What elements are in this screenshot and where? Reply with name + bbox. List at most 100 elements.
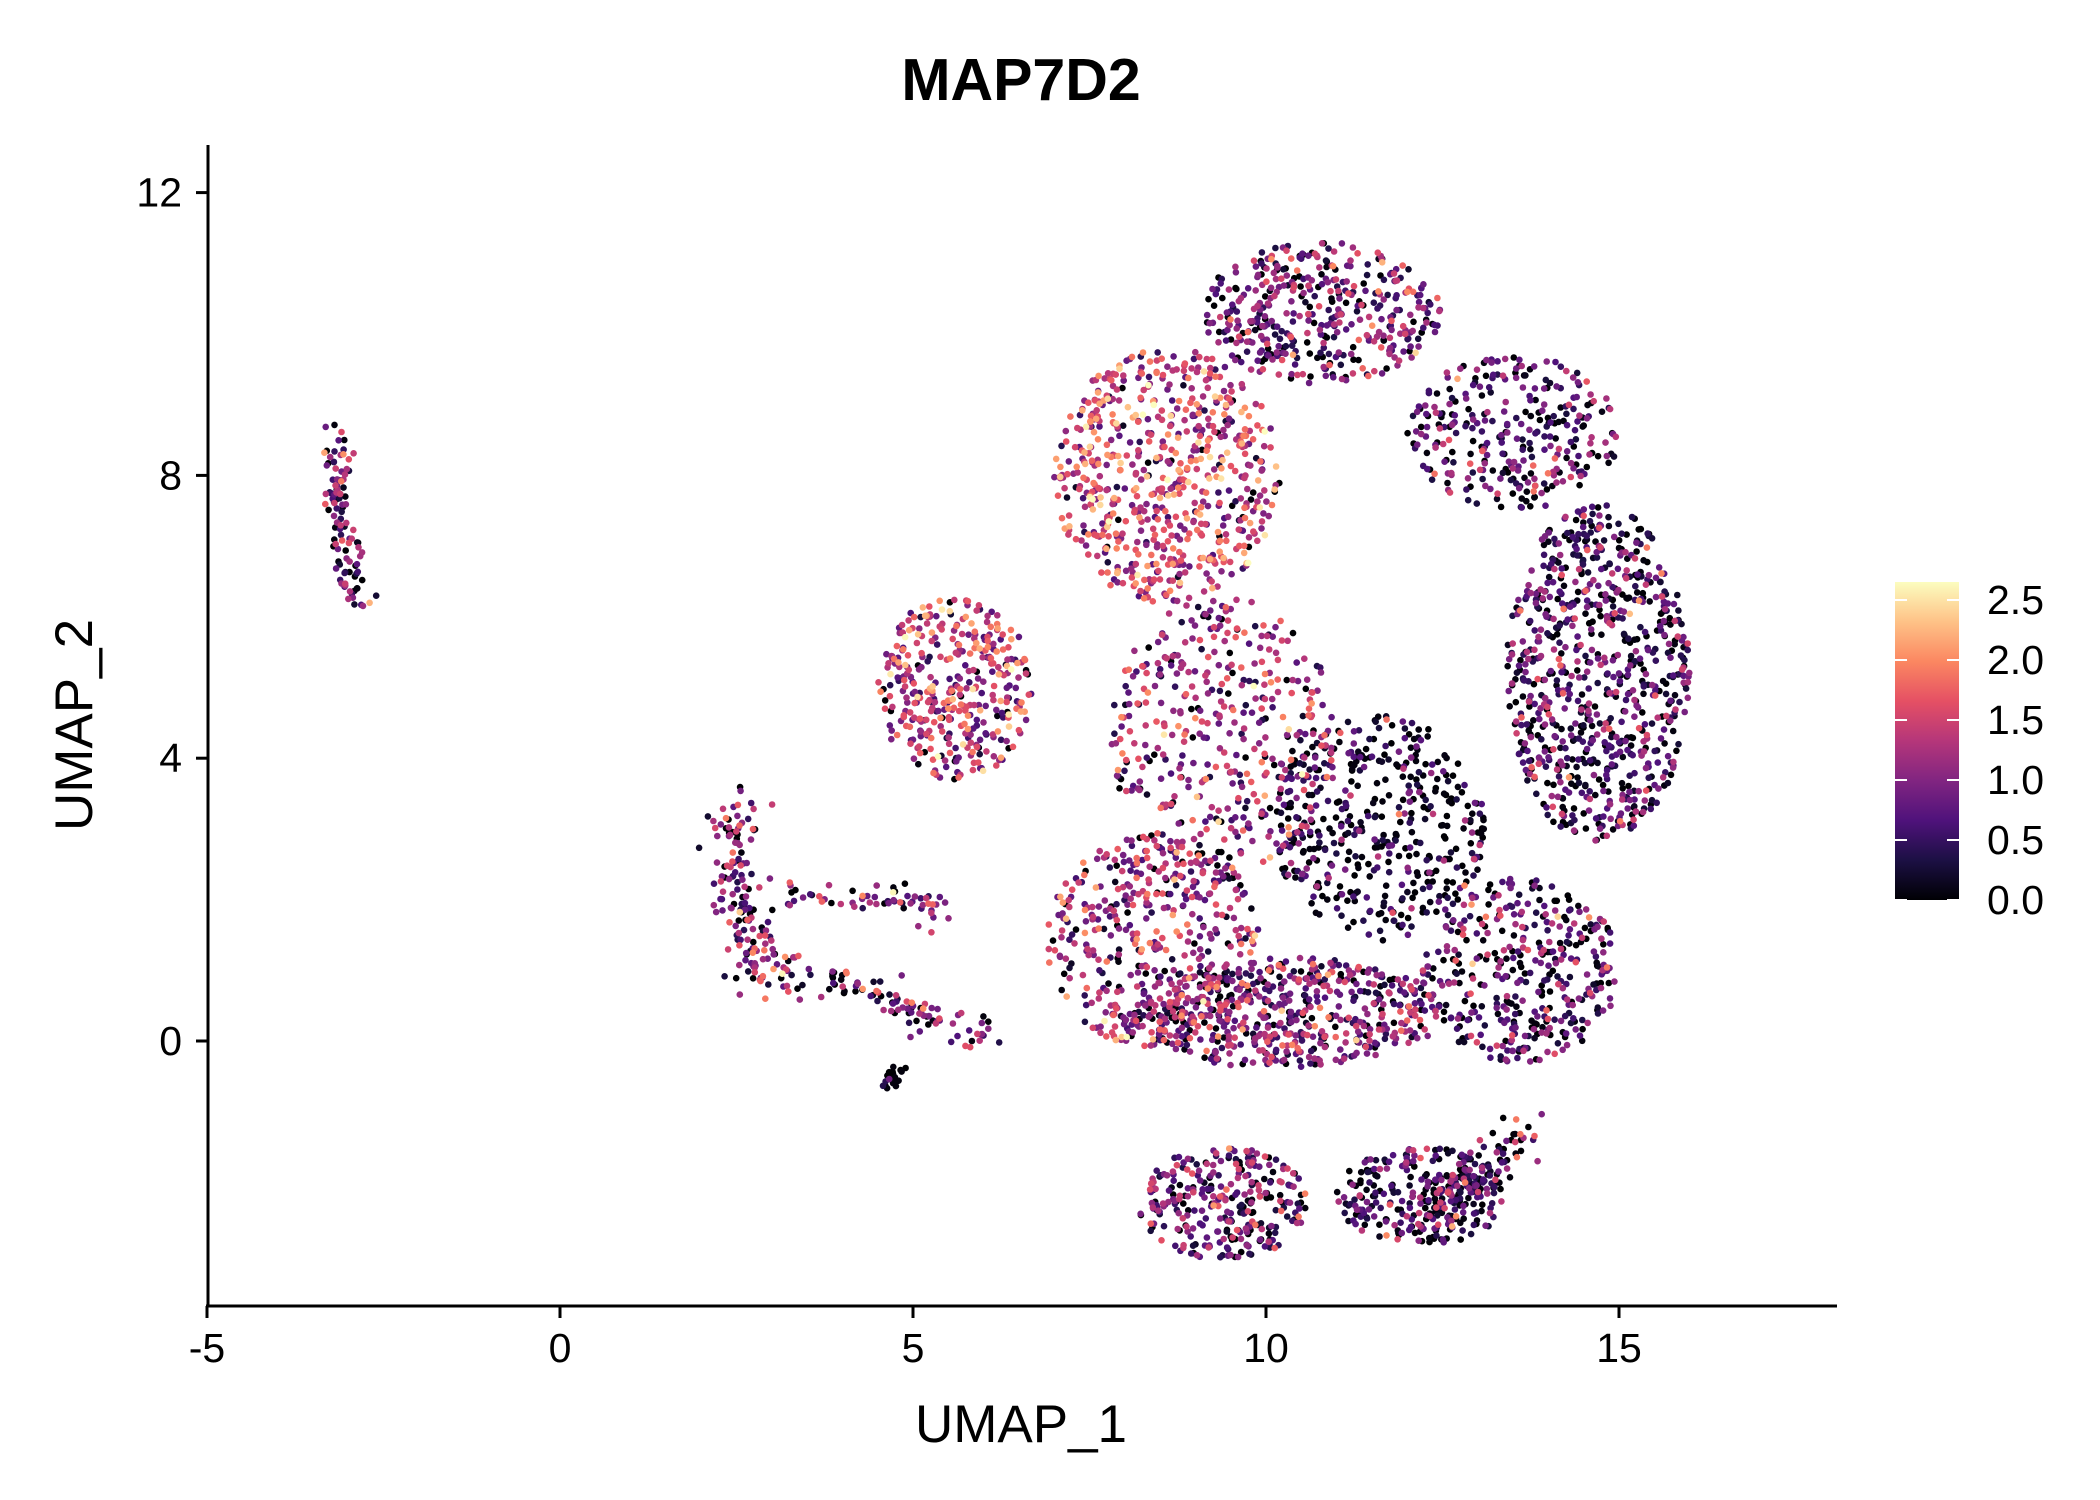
scatter-point (1347, 350, 1355, 358)
scatter-point (1190, 759, 1197, 767)
scatter-point (1332, 276, 1340, 283)
scatter-point (1206, 1012, 1214, 1020)
scatter-point (1567, 732, 1575, 739)
scatter-point (1111, 730, 1118, 737)
scatter-point (1436, 307, 1443, 315)
scatter-point (728, 904, 735, 912)
scatter-point (1662, 690, 1670, 698)
scatter-point (1288, 1018, 1295, 1026)
scatter-point (1317, 669, 1325, 676)
scatter-point (1440, 768, 1447, 775)
scatter-point (1229, 669, 1236, 677)
scatter-point (1356, 987, 1364, 995)
scatter-point (1457, 1189, 1464, 1196)
scatter-point (1559, 984, 1567, 992)
scatter-point (1228, 570, 1235, 578)
scatter-point (1429, 878, 1436, 885)
scatter-point (1448, 469, 1455, 477)
scatter-point (1215, 614, 1223, 622)
scatter-point (1645, 774, 1652, 782)
scatter-point (1340, 1194, 1348, 1201)
scatter-point (1118, 723, 1125, 730)
scatter-point (1584, 401, 1591, 409)
scatter-point (1228, 388, 1235, 395)
scatter-point (1447, 1197, 1455, 1205)
scatter-point (1114, 579, 1121, 586)
scatter-point (1559, 738, 1566, 745)
scatter-point (1197, 830, 1204, 838)
scatter-point (1236, 986, 1243, 994)
scatter-point (1089, 903, 1096, 911)
scatter-point (1586, 788, 1593, 795)
scatter-point (1225, 875, 1233, 882)
scatter-point (1216, 1215, 1224, 1222)
scatter-point (1233, 308, 1241, 315)
scatter-point (1551, 732, 1558, 740)
scatter-point (1078, 537, 1085, 544)
scatter-point (1155, 1207, 1162, 1214)
scatter-point (1390, 270, 1398, 277)
scatter-point (973, 716, 981, 724)
scatter-point (1072, 926, 1080, 933)
scatter-point (828, 899, 835, 907)
scatter-point (1416, 788, 1423, 796)
scatter-point (1652, 657, 1660, 664)
scatter-point (1210, 302, 1218, 310)
scatter-point (1674, 633, 1682, 640)
scatter-point (712, 908, 720, 916)
scatter-point (1135, 890, 1142, 898)
scatter-point (1544, 579, 1551, 587)
scatter-point (345, 595, 352, 603)
scatter-point (736, 991, 744, 998)
scatter-point (1664, 779, 1672, 787)
scatter-point (1550, 646, 1558, 653)
scatter-point (1170, 353, 1177, 360)
scatter-point (1536, 884, 1543, 892)
scatter-point (1162, 756, 1169, 763)
scatter-point (1226, 1050, 1233, 1057)
scatter-point (1330, 374, 1337, 381)
scatter-point (1223, 309, 1231, 316)
scatter-point (1205, 329, 1212, 336)
scatter-point (1227, 943, 1234, 950)
scatter-point (1350, 997, 1357, 1004)
scatter-point (1489, 371, 1497, 379)
scatter-point (1602, 720, 1609, 727)
scatter-point (1232, 886, 1240, 894)
scatter-point (1540, 401, 1548, 408)
scatter-point (1170, 1177, 1177, 1184)
scatter-point (1594, 923, 1601, 931)
scatter-point (1336, 319, 1343, 326)
scatter-point (1299, 250, 1306, 257)
scatter-point (1238, 1201, 1245, 1209)
scatter-point (1004, 656, 1011, 663)
scatter-point (1378, 813, 1386, 820)
scatter-point (1517, 656, 1524, 664)
scatter-point (1560, 582, 1568, 590)
scatter-point (1570, 1015, 1577, 1022)
scatter-point (1127, 565, 1135, 572)
scatter-point (1003, 737, 1010, 745)
scatter-point (1377, 1204, 1384, 1212)
scatter-point (1297, 1063, 1305, 1070)
scatter-point (1577, 729, 1585, 736)
scatter-point (1280, 282, 1288, 289)
scatter-point (1299, 370, 1307, 378)
scatter-point (1286, 990, 1294, 997)
scatter-point (1226, 1008, 1233, 1016)
scatter-point (1505, 655, 1513, 663)
scatter-point (1422, 402, 1429, 409)
scatter-point (1190, 949, 1197, 957)
scatter-point (1590, 576, 1597, 584)
scatter-point (1512, 374, 1520, 382)
scatter-point (1427, 803, 1434, 810)
scatter-point (333, 505, 341, 512)
scatter-point (1467, 1230, 1475, 1238)
scatter-point (1280, 801, 1288, 809)
scatter-point (1406, 819, 1413, 826)
scatter-point (1559, 478, 1567, 485)
scatter-point (1196, 841, 1203, 849)
scatter-point (1274, 688, 1282, 696)
scatter-point (1309, 730, 1317, 738)
scatter-point (1531, 627, 1538, 634)
